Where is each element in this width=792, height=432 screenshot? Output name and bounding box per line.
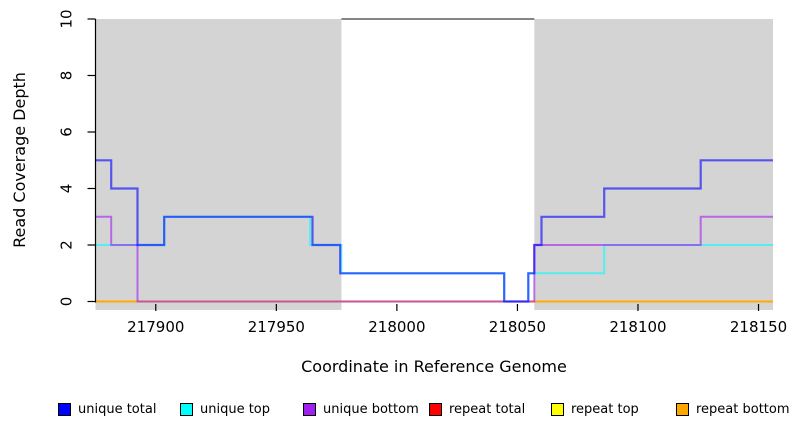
x-tick-label: 218100 [609, 318, 666, 336]
y-tick-label: 4 [58, 184, 76, 194]
legend-label: unique total [78, 402, 157, 417]
y-tick-label: 10 [58, 9, 76, 28]
y-tick-label: 0 [58, 297, 76, 307]
legend-label: repeat bottom [696, 402, 790, 417]
legend-item-unique-total: unique total [58, 402, 156, 417]
legend-swatch-unique-bottom [303, 403, 316, 416]
series-line-unique-bottom [95, 215, 773, 303]
legend-item-repeat-top: repeat top [551, 402, 639, 417]
x-axis-title: Coordinate in Reference Genome [301, 357, 567, 376]
legend: unique total unique top unique bottom repea… [0, 402, 792, 426]
legend-swatch-unique-top [180, 403, 193, 416]
legend-swatch-repeat-bottom [676, 403, 689, 416]
legend-label: repeat top [571, 402, 639, 417]
left-shaded-region [95, 19, 342, 310]
legend-item-repeat-total: repeat total [429, 402, 525, 417]
series-lines [95, 159, 773, 303]
x-tick-label: 218050 [489, 318, 546, 336]
x-tick-label: 218000 [368, 318, 425, 336]
x-tick-label: 217950 [248, 318, 305, 336]
legend-label: repeat total [449, 402, 526, 417]
y-tick-label: 8 [58, 71, 76, 81]
series-line-unique-total [95, 159, 773, 303]
legend-item-unique-top: unique top [180, 402, 270, 417]
legend-swatch-unique-total [58, 403, 71, 416]
legend-item-unique-bottom: unique bottom [303, 402, 419, 417]
y-tick-label: 6 [58, 127, 76, 137]
legend-swatch-repeat-top [551, 403, 564, 416]
legend-label: unique bottom [323, 402, 419, 417]
right-shaded-region [534, 19, 773, 310]
shaded-regions [95, 18, 773, 310]
legend-item-repeat-bottom: repeat bottom [676, 402, 790, 417]
x-tick-label: 218150 [730, 318, 787, 336]
axes: 0 2 4 6 8 10 217900 217950 218000 218050 218100 218… [58, 9, 788, 336]
x-tick-label: 217900 [127, 318, 184, 336]
y-tick-label: 2 [58, 240, 76, 250]
legend-swatch-repeat-total [429, 403, 442, 416]
legend-label: unique top [200, 402, 271, 417]
y-axis-title: Read Coverage Depth [10, 72, 29, 248]
